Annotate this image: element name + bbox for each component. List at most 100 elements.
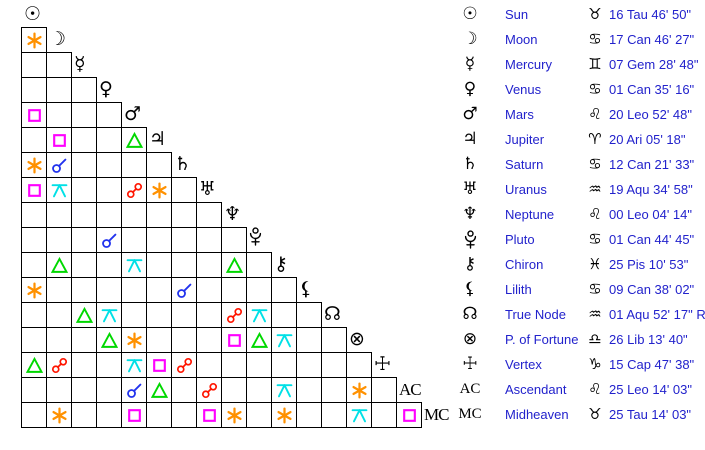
- aspect-cell-empty: [146, 302, 172, 328]
- aspect-cell-trine: [71, 302, 97, 328]
- aspect-cell-opposition: [221, 302, 247, 328]
- aspect-cell-empty: [46, 227, 72, 253]
- aspect-cell-empty: [246, 352, 272, 378]
- table-row: ☿ Mercury ♊ 07 Gem 28' 48": [455, 52, 705, 77]
- mercury-glyph: ☿: [464, 54, 476, 74]
- sign-cancer-icon: ♋: [588, 155, 602, 173]
- aspect-cell-trine: [121, 127, 147, 153]
- quincunx-icon: [51, 183, 67, 197]
- aspect-cell-empty: [146, 402, 172, 428]
- aspect-cell-empty: [96, 352, 122, 378]
- trine-icon: [225, 256, 243, 273]
- table-row: ♂ Mars ♌ 20 Leo 52' 48": [455, 102, 705, 127]
- planet-position: 09 Can 38' 02": [609, 282, 695, 297]
- aspect-cell-empty: [196, 302, 222, 328]
- sign-aquarius-icon: ♒: [588, 305, 602, 323]
- jupiter-glyph: ♃: [462, 129, 478, 149]
- aspect-cell-empty: [121, 202, 147, 228]
- aspect-cell-empty: [71, 377, 97, 403]
- pluto-glyph: [249, 227, 279, 252]
- aspect-cell-empty: [96, 102, 122, 128]
- square-icon: [402, 408, 416, 422]
- aspect-cell-empty: [196, 252, 222, 278]
- planet-position: 26 Lib 13' 40": [609, 332, 688, 347]
- sun-glyph: ☉: [24, 3, 42, 25]
- planet-name: Mercury: [505, 57, 552, 72]
- square-icon: [27, 183, 41, 197]
- aspect-cell-empty: [96, 202, 122, 228]
- sextile-icon: [26, 156, 42, 174]
- pluto-icon: [249, 227, 262, 246]
- aspect-cell-empty: [296, 402, 322, 428]
- trine-icon: [250, 331, 268, 348]
- table-row: ⚷ Chiron ♓ 25 Pis 10' 53": [455, 252, 705, 277]
- planet-position: 01 Can 35' 16": [609, 82, 695, 97]
- uranus-glyph: ♅: [199, 178, 217, 200]
- aspect-cell-empty: [21, 127, 47, 153]
- aspect-cell-empty: [96, 377, 122, 403]
- planet-position: 00 Leo 04' 14": [609, 207, 693, 222]
- aspect-cell-empty: [171, 252, 197, 278]
- planet-name: Neptune: [505, 207, 555, 222]
- venus-glyph: ♀: [463, 79, 477, 99]
- table-row: ☊ True Node ♒ 01 Aqu 52' 17" R: [455, 302, 705, 327]
- aspect-cell-empty: [71, 277, 97, 303]
- aspect-cell-empty: [71, 102, 97, 128]
- aspect-cell-square: [146, 352, 172, 378]
- aspect-cell-empty: [21, 377, 47, 403]
- opposition-icon: [201, 382, 217, 398]
- aspect-cell-empty: [246, 277, 272, 303]
- aspect-cell-empty: [96, 152, 122, 178]
- aspect-cell-empty: [21, 402, 47, 428]
- aspect-cell-trine: [46, 252, 72, 278]
- opposition-icon: [126, 182, 142, 198]
- aspect-cell-empty: [46, 277, 72, 303]
- planet-name: Sun: [505, 7, 529, 22]
- aspect-cell-square: [121, 402, 147, 428]
- aspect-cell-empty: [271, 277, 297, 303]
- sun-glyph: ☉: [462, 4, 478, 24]
- aspect-cell-empty: [121, 277, 147, 303]
- trine-icon: [150, 381, 168, 398]
- table-row: ♃ Jupiter ♈ 20 Ari 05' 18": [455, 127, 705, 152]
- quincunx-icon: [276, 333, 292, 347]
- aspect-cell-square: [221, 327, 247, 353]
- planet-position: 20 Ari 05' 18": [609, 132, 686, 147]
- aspect-cell-square: [21, 102, 47, 128]
- aspect-cell-empty: [71, 352, 97, 378]
- aspect-cell-empty: [21, 327, 47, 353]
- aspect-cell-quincunx: [246, 302, 272, 328]
- aspect-cell-empty: [46, 302, 72, 328]
- planet-table: ☉ Sun ♉ 16 Tau 46' 50" ☽ Moon ♋ 17 Can 46' 27" ☿…: [455, 2, 705, 448]
- aspect-cell-empty: [171, 227, 197, 253]
- pluto-glyph: [455, 227, 485, 249]
- aspect-cell-empty: [321, 352, 347, 378]
- aspect-cell-quincunx: [46, 177, 72, 203]
- aspect-cell-empty: [171, 327, 197, 353]
- aspect-cell-empty: [246, 252, 272, 278]
- mars-glyph: ♂: [124, 103, 142, 125]
- conjunction-icon: [51, 158, 66, 173]
- square-icon: [202, 408, 216, 422]
- aspect-cell-empty: [46, 52, 72, 78]
- p-of-fortune-glyph: ⊗: [349, 328, 365, 350]
- trine-icon: [100, 331, 118, 348]
- quincunx-icon: [351, 408, 367, 422]
- quincunx-icon: [101, 308, 117, 322]
- aspect-cell-empty: [296, 327, 322, 353]
- planet-position: 12 Can 21' 33": [609, 157, 695, 172]
- neptune-glyph: ♆: [224, 203, 242, 225]
- aspect-cell-empty: [171, 402, 197, 428]
- planet-name: Pluto: [505, 232, 535, 247]
- aspect-cell-empty: [21, 302, 47, 328]
- aspect-cell-empty: [121, 227, 147, 253]
- planet-name: Mars: [505, 107, 534, 122]
- sign-cancer-icon: ♋: [588, 230, 602, 248]
- sign-aquarius-icon: ♒: [588, 180, 602, 198]
- aspect-cell-empty: [46, 202, 72, 228]
- trine-icon: [50, 256, 68, 273]
- aspect-cell-empty: [146, 277, 172, 303]
- aspect-cell-empty: [321, 377, 347, 403]
- planet-position: 16 Tau 46' 50": [609, 7, 692, 22]
- saturn-glyph: ♄: [174, 153, 192, 175]
